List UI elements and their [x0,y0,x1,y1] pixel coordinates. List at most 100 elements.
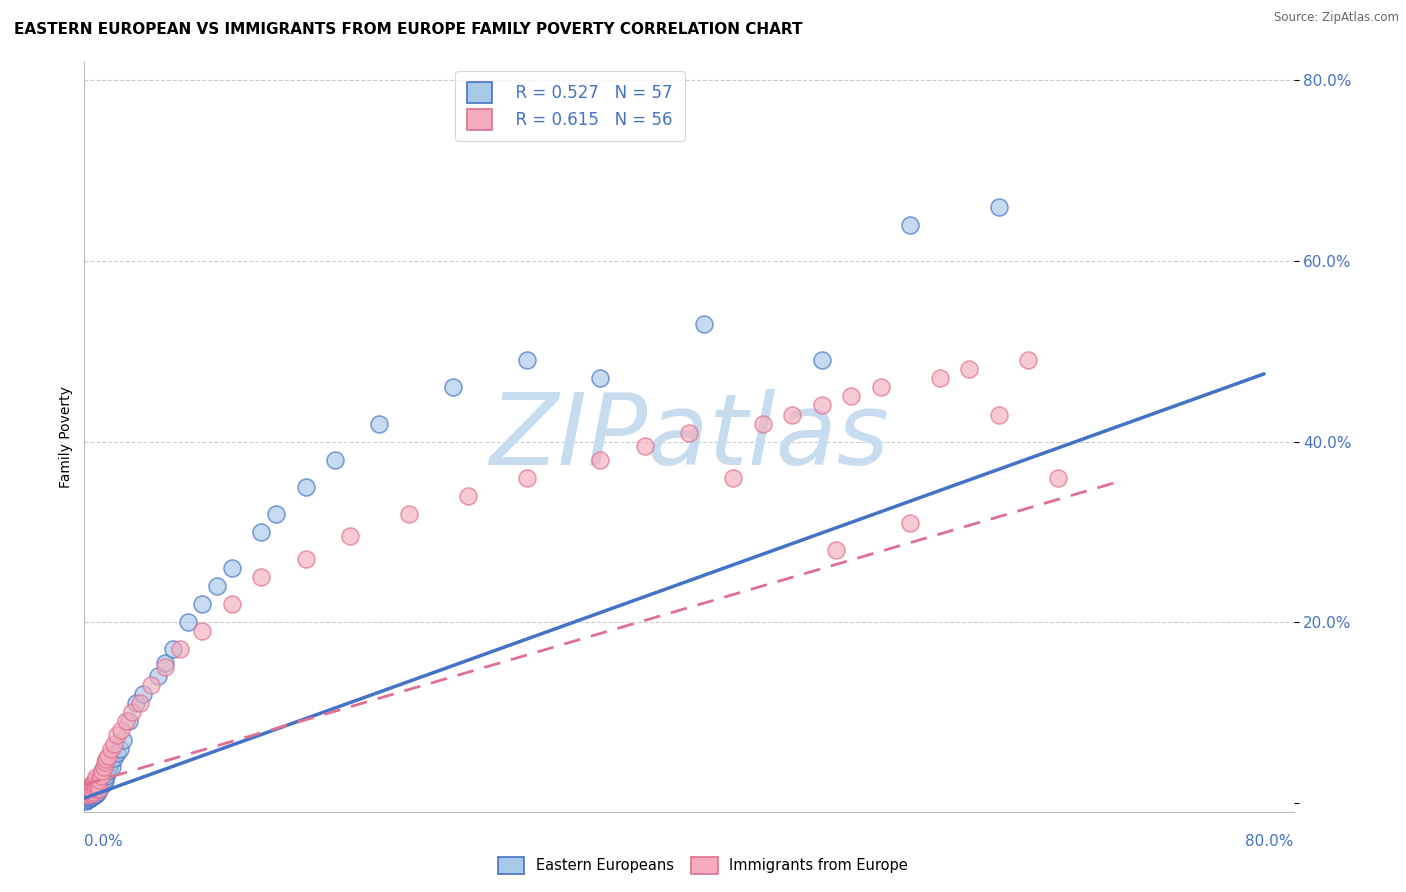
Text: ZIPatlas: ZIPatlas [489,389,889,485]
Point [94,773,117,788]
Text: 80.0%: 80.0% [1246,834,1294,849]
Point [678,425,700,440]
Point [825,543,848,558]
Point [108,741,131,756]
Point [94,755,117,769]
Point [129,697,152,711]
Point [82,785,104,799]
Text: 0.0%: 0.0% [84,834,124,849]
Point [810,353,832,368]
Point [869,380,891,394]
Point [191,597,214,611]
Point [87,782,110,797]
Point [1017,353,1039,368]
Y-axis label: Family Poverty: Family Poverty [59,386,73,488]
Point [79,791,101,805]
Point [82,776,104,790]
Point [100,755,122,769]
Point [93,769,115,783]
Point [82,782,104,797]
Legend: Eastern Europeans, Immigrants from Europe: Eastern Europeans, Immigrants from Europ… [492,851,914,880]
Point [264,507,287,521]
Point [76,787,98,801]
Point [80,790,103,805]
Point [1046,471,1069,485]
Point [82,785,104,799]
Point [93,776,115,790]
Point [294,552,316,566]
Point [132,687,155,701]
Point [103,737,125,751]
Point [110,723,132,738]
Point [90,769,112,783]
Point [250,570,273,584]
Point [457,489,479,503]
Point [987,200,1010,214]
Point [97,748,120,763]
Point [516,471,538,485]
Point [898,218,921,232]
Point [98,759,121,773]
Point [721,471,744,485]
Point [810,399,832,413]
Point [839,389,862,403]
Point [101,759,124,773]
Point [75,789,97,803]
Point [90,780,112,794]
Point [155,660,177,674]
Point [205,579,228,593]
Point [339,529,361,543]
Point [987,408,1010,422]
Point [80,787,103,801]
Point [105,728,128,742]
Point [86,785,108,799]
Point [77,782,100,797]
Point [398,507,420,521]
Point [928,371,950,385]
Point [80,778,103,792]
Point [77,785,100,799]
Point [692,317,714,331]
Point [96,752,118,766]
Point [121,706,143,720]
Point [83,773,105,788]
Point [368,417,391,431]
Point [100,741,122,756]
Point [221,561,243,575]
Point [97,764,120,778]
Point [117,714,139,729]
Point [169,642,191,657]
Point [191,624,214,639]
Point [91,764,114,778]
Point [84,780,107,794]
Point [83,782,105,797]
Point [79,789,101,803]
Point [250,524,273,539]
Point [176,615,198,629]
Point [162,642,184,657]
Point [77,790,100,805]
Point [87,773,110,788]
Point [294,480,316,494]
Point [441,380,464,394]
Point [87,782,110,797]
Point [114,714,136,729]
Point [77,792,100,806]
Text: Source: ZipAtlas.com: Source: ZipAtlas.com [1274,11,1399,24]
Point [83,780,105,794]
Point [751,417,773,431]
Point [91,764,114,778]
Point [79,780,101,794]
Point [86,778,108,792]
Point [146,669,169,683]
Legend:   R = 0.527   N = 57,   R = 0.615   N = 56: R = 0.527 N = 57, R = 0.615 N = 56 [456,70,685,142]
Point [84,782,107,797]
Point [125,697,148,711]
Point [93,759,115,773]
Point [96,769,118,783]
Text: EASTERN EUROPEAN VS IMMIGRANTS FROM EUROPE FAMILY POVERTY CORRELATION CHART: EASTERN EUROPEAN VS IMMIGRANTS FROM EURO… [14,22,803,37]
Point [111,732,134,747]
Point [86,778,108,792]
Point [80,787,103,801]
Point [82,789,104,804]
